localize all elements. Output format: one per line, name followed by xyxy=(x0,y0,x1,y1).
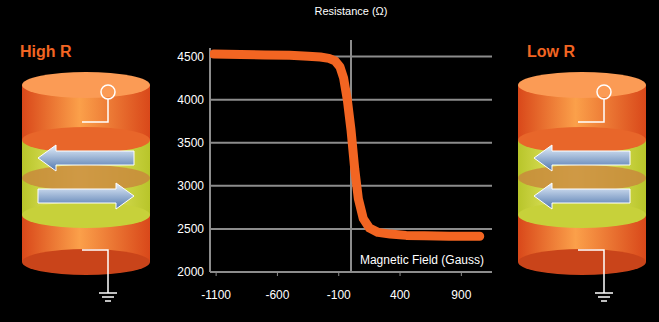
magnetization-arrow xyxy=(38,145,134,171)
terminal xyxy=(101,85,115,99)
annotation: Low R xyxy=(527,43,575,60)
mtj-stack xyxy=(22,72,150,301)
y-axis-line xyxy=(209,48,211,272)
x-tick-label: -600 xyxy=(265,288,289,302)
wire xyxy=(82,250,108,293)
wire xyxy=(82,99,108,122)
background xyxy=(0,0,659,322)
annotation: High R xyxy=(20,43,72,60)
ground xyxy=(595,292,613,294)
barrier xyxy=(518,165,646,191)
ground xyxy=(105,300,111,302)
ground xyxy=(102,296,114,298)
magnetization-arrow xyxy=(38,183,134,209)
magnetization-arrow xyxy=(534,145,630,171)
x-tick-label: 900 xyxy=(451,288,471,302)
y-tick-label: 3000 xyxy=(177,179,204,193)
layer-edge xyxy=(518,249,646,275)
barrier xyxy=(22,165,150,191)
x-tick xyxy=(400,272,401,276)
x-tick xyxy=(461,272,462,276)
terminal xyxy=(597,85,611,99)
y-tick-label: 2000 xyxy=(177,265,204,279)
x-tick-label: -1100 xyxy=(201,288,231,302)
wire xyxy=(578,250,604,293)
y-tick-label: 4500 xyxy=(177,50,204,64)
mtj-stack xyxy=(518,72,646,301)
magnetization-arrow xyxy=(534,183,630,209)
layer-edge xyxy=(22,202,150,228)
chart-svg: 2000 2500 3000 3500 4000 4500 -1100 -600 -100 400… xyxy=(0,0,659,322)
ground xyxy=(598,296,610,298)
x-tick-label: 400 xyxy=(390,288,410,302)
layer-edge xyxy=(22,127,150,153)
layer-edge xyxy=(518,127,646,153)
resistance-curve xyxy=(214,54,480,236)
x-tick xyxy=(338,272,339,276)
x-tick xyxy=(216,272,217,276)
plot-area xyxy=(214,54,480,236)
y-axis-title: Resistance (Ω) xyxy=(314,5,387,17)
y-tick-label: 2500 xyxy=(177,222,204,236)
layer-edge xyxy=(518,202,646,228)
layer-top xyxy=(518,72,646,98)
ground xyxy=(99,292,117,294)
wire xyxy=(578,99,604,122)
x-tick xyxy=(277,272,278,276)
chart-root: 2000 2500 3000 3500 4000 4500 -1100 -600 -100 400… xyxy=(0,0,659,322)
layer-top xyxy=(22,72,150,98)
y-tick-label: 3500 xyxy=(177,136,204,150)
layer-edge xyxy=(22,249,150,275)
x-tick-label: -100 xyxy=(327,288,351,302)
y-tick-label: 4000 xyxy=(177,93,204,107)
ground xyxy=(601,300,607,302)
x-axis-title: Magnetic Field (Gauss) xyxy=(360,253,484,267)
